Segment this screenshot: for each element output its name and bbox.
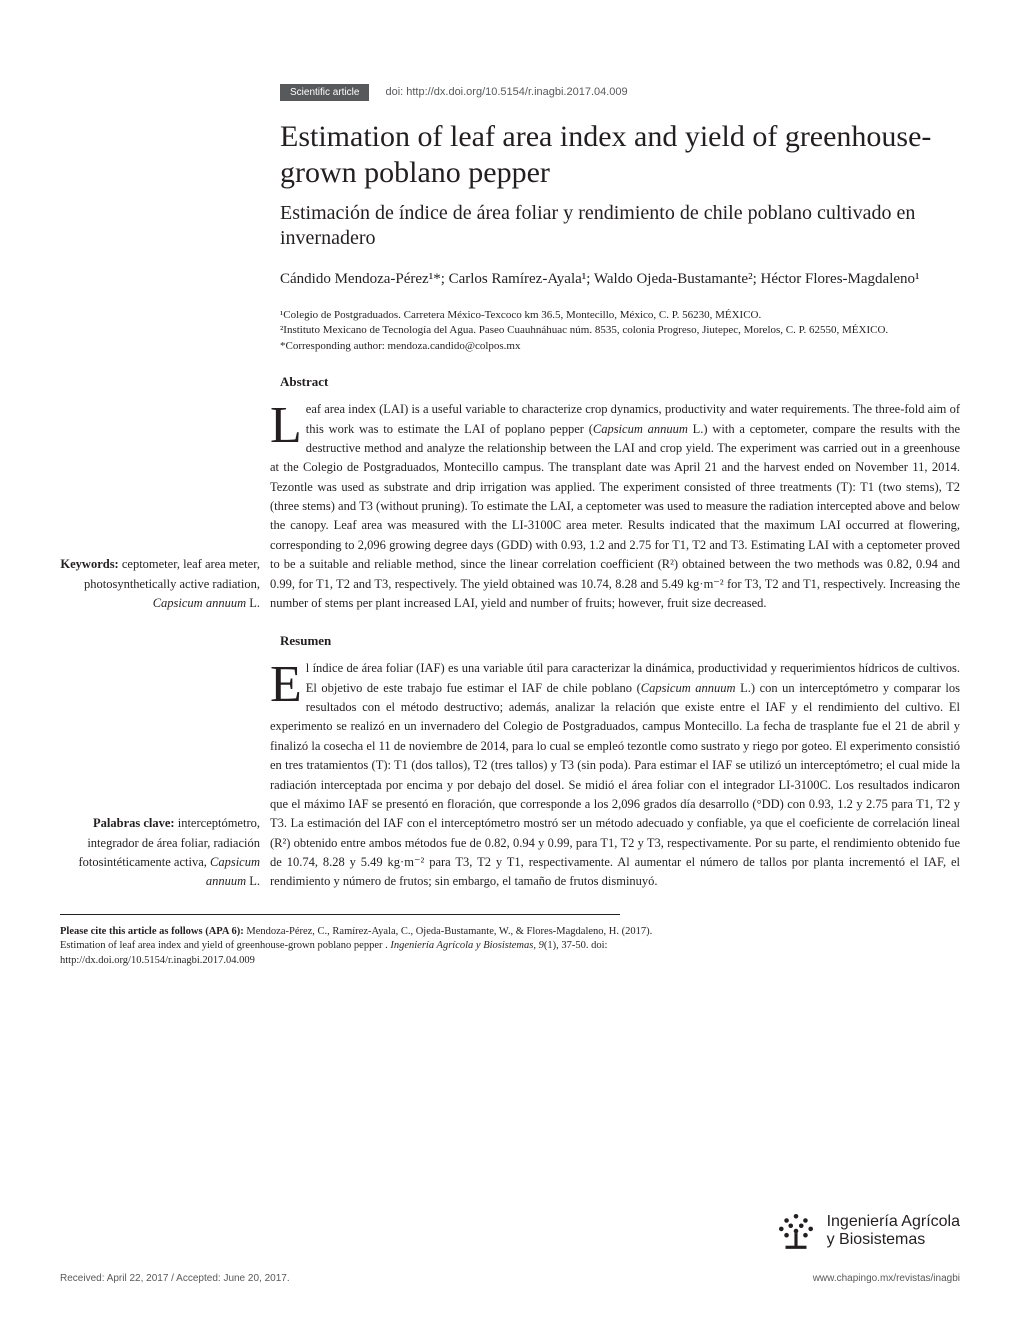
doi-link[interactable]: doi: http://dx.doi.org/10.5154/r.inagbi.…	[385, 86, 627, 98]
article-title-spanish: Estimación de índice de área foliar y re…	[280, 201, 960, 251]
abstract-dropcap: L	[270, 400, 306, 448]
palabras-sidebar: Palabras clave: interceptómetro, integra…	[60, 659, 270, 892]
abstract-species: Capsicum annuum	[593, 422, 688, 436]
journal-logo-icon	[775, 1210, 817, 1252]
keywords-label: Keywords:	[60, 557, 118, 571]
citation-block: Please cite this article as follows (APA…	[60, 925, 680, 969]
resumen-body: El índice de área foliar (IAF) es una va…	[270, 659, 960, 892]
resumen-dropcap: E	[270, 659, 306, 707]
journal-url[interactable]: www.chapingo.mx/revistas/inagbi	[813, 1273, 960, 1284]
palabras-label: Palabras clave:	[93, 816, 175, 830]
keywords-sidebar: Keywords: ceptometer, leaf area meter, p…	[60, 400, 270, 613]
citation-rule	[60, 914, 620, 915]
keywords-species: Capsicum annuum	[153, 596, 246, 610]
affiliation-1: ¹Colegio de Postgraduados. Carretera Méx…	[280, 308, 960, 323]
palabras-suffix: L.	[246, 874, 260, 888]
journal-name-line2: y Biosistemas	[827, 1231, 960, 1249]
journal-logo: Ingeniería Agrícola y Biosistemas	[775, 1210, 960, 1252]
authors-list: Cándido Mendoza-Pérez¹*; Carlos Ramírez-…	[280, 269, 960, 290]
article-title-english: Estimation of leaf area index and yield …	[280, 119, 960, 191]
citation-label: Please cite this article as follows (APA…	[60, 926, 244, 937]
received-accepted-dates: Received: April 22, 2017 / Accepted: Jun…	[60, 1273, 290, 1284]
resumen-heading: Resumen	[280, 633, 960, 649]
page-footer: Received: April 22, 2017 / Accepted: Jun…	[60, 1273, 960, 1284]
abstract-body: Leaf area index (LAI) is a useful variab…	[270, 400, 960, 613]
journal-name-line1: Ingeniería Agrícola	[827, 1213, 960, 1231]
abstract-text-2: L.) with a ceptometer, compare the resul…	[270, 422, 960, 610]
citation-journal: Ingeniería Agrícola y Biosistemas, 9	[390, 940, 544, 951]
corresponding-author: *Corresponding author: mendoza.candido@c…	[280, 339, 960, 354]
affiliations-block: ¹Colegio de Postgraduados. Carretera Méx…	[280, 308, 960, 354]
article-type-tag: Scientific article	[280, 84, 369, 101]
resumen-text-2: L.) con un interceptómetro y comparar lo…	[270, 681, 960, 889]
affiliation-2: ²Instituto Mexicano de Tecnología del Ag…	[280, 323, 960, 338]
abstract-heading: Abstract	[280, 374, 960, 390]
keywords-suffix: L.	[246, 596, 260, 610]
resumen-species: Capsicum annuum	[641, 681, 736, 695]
